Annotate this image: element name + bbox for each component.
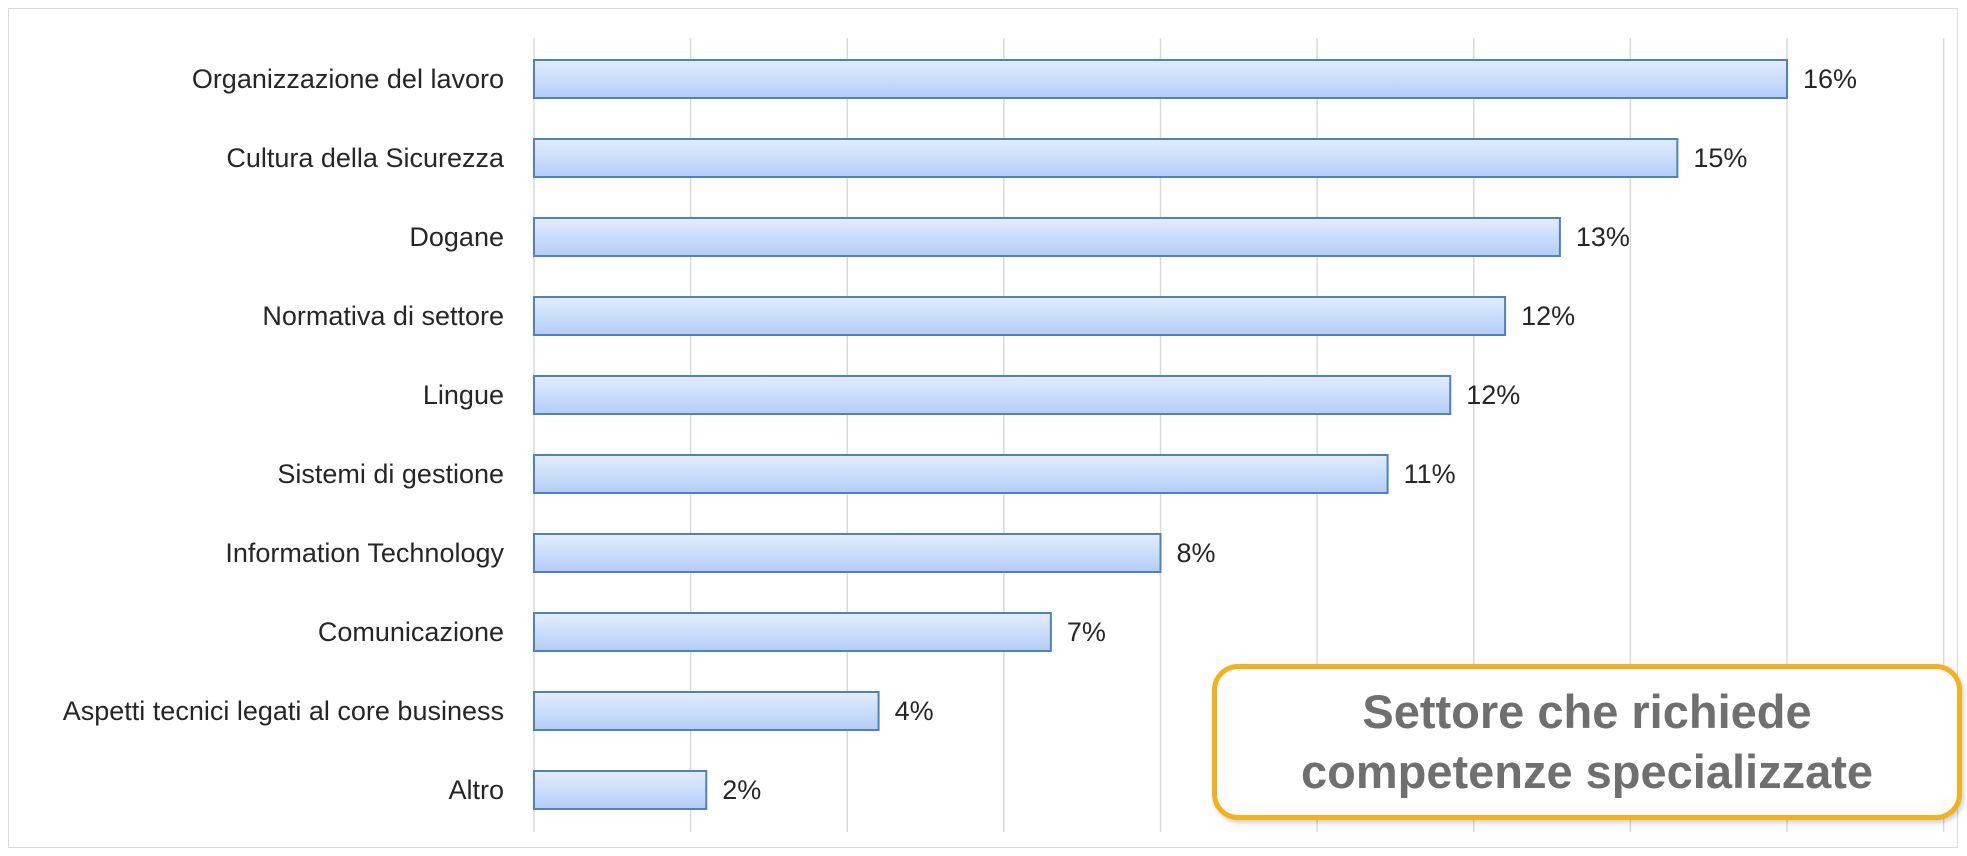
data-label: 2%	[722, 775, 761, 805]
bar	[533, 612, 1052, 652]
chart-frame	[8, 8, 1958, 848]
category-label: Lingue	[423, 380, 504, 410]
category-label: Cultura della Sicurezza	[226, 143, 505, 173]
bar	[533, 296, 1507, 336]
callout-line-2: competenze specializzate	[1300, 745, 1874, 798]
bar	[533, 454, 1389, 494]
data-label: 11%	[1404, 459, 1456, 489]
callout-box: Settore che richiede competenze speciali…	[1212, 664, 1962, 820]
bars	[533, 59, 1788, 810]
category-label: Comunicazione	[318, 617, 504, 647]
data-label: 8%	[1177, 538, 1216, 568]
bar	[533, 770, 708, 810]
callout-line-1: Settore che richiede	[1362, 685, 1812, 738]
data-label: 15%	[1693, 143, 1747, 173]
bar	[533, 138, 1679, 178]
category-label: Dogane	[409, 222, 504, 252]
category-label: Organizzazione del lavoro	[192, 64, 504, 94]
category-label: Sistemi di gestione	[277, 459, 504, 489]
category-label: Aspetti tecnici legati al core business	[63, 696, 504, 726]
callout-text: Settore che richiede competenze speciali…	[1217, 682, 1957, 802]
category-label: Information Technology	[225, 538, 504, 568]
data-label: 4%	[895, 696, 934, 726]
bar	[533, 375, 1452, 415]
value-labels: 16% 15% 13% 12% 12% 11% 8% 7% 4% 2%	[722, 64, 1857, 805]
data-label: 13%	[1576, 222, 1630, 252]
data-label: 7%	[1067, 617, 1106, 647]
data-label: 16%	[1803, 64, 1857, 94]
bar	[533, 533, 1162, 573]
bar	[533, 217, 1561, 257]
data-label: 12%	[1466, 380, 1520, 410]
bar	[533, 691, 880, 731]
data-label: 12%	[1521, 301, 1575, 331]
category-labels: Organizzazione del lavoro Cultura della S…	[63, 64, 505, 805]
bar	[533, 59, 1788, 99]
category-label: Altro	[448, 775, 504, 805]
category-label: Normativa di settore	[262, 301, 504, 331]
